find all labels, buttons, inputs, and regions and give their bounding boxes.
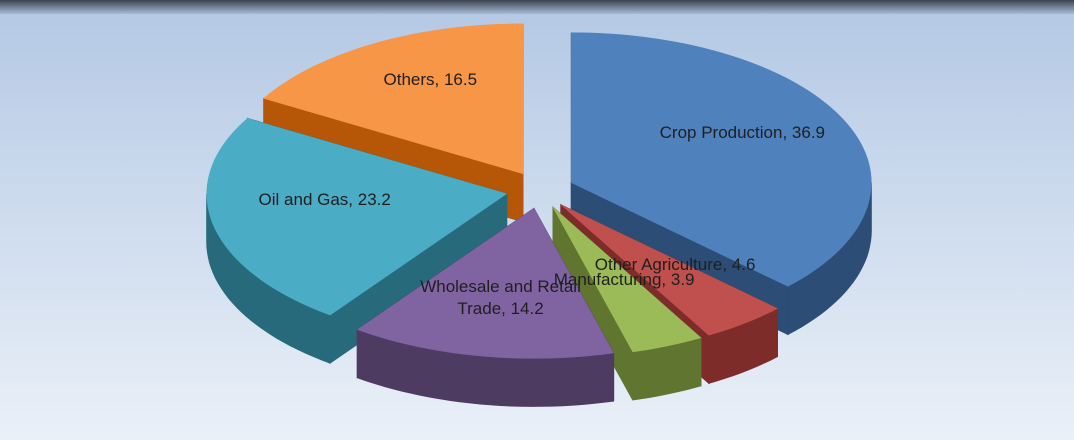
slice (263, 23, 524, 175)
data-label-box: Oil and Gas, 23.2 (258, 189, 391, 209)
data-label-box: Manufacturing, 3.9 (553, 270, 695, 290)
data-label: Wholesale and Retail Trade, 14.2 (420, 276, 581, 318)
data-label-box: Other Agriculture, 4.6 (594, 255, 756, 275)
data-label-box: Crop Production, 36.9 (659, 123, 826, 143)
data-label-box: Others, 16.5 (383, 70, 478, 90)
slice (206, 118, 508, 316)
slice (552, 207, 702, 353)
data-label: Crop Production, 36.9 (659, 123, 826, 143)
slice (560, 204, 779, 336)
pie: Crop Production, 36.9 Other Agriculture, … (206, 23, 872, 407)
slice (356, 207, 615, 407)
data-label: Oil and Gas, 23.2 (258, 189, 391, 209)
slice (571, 32, 872, 287)
data-label: Manufacturing, 3.9 (553, 270, 695, 290)
top-bar (0, 0, 1074, 14)
data-label: Other Agriculture, 4.6 (594, 255, 756, 275)
slice (356, 208, 614, 359)
data-label: Others, 16.5 (383, 70, 478, 90)
data-label-box: Wholesale and Retail Trade, 14.2 (420, 276, 581, 318)
